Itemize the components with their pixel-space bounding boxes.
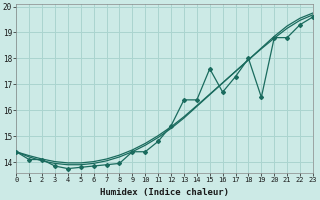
X-axis label: Humidex (Indice chaleur): Humidex (Indice chaleur) bbox=[100, 188, 229, 197]
